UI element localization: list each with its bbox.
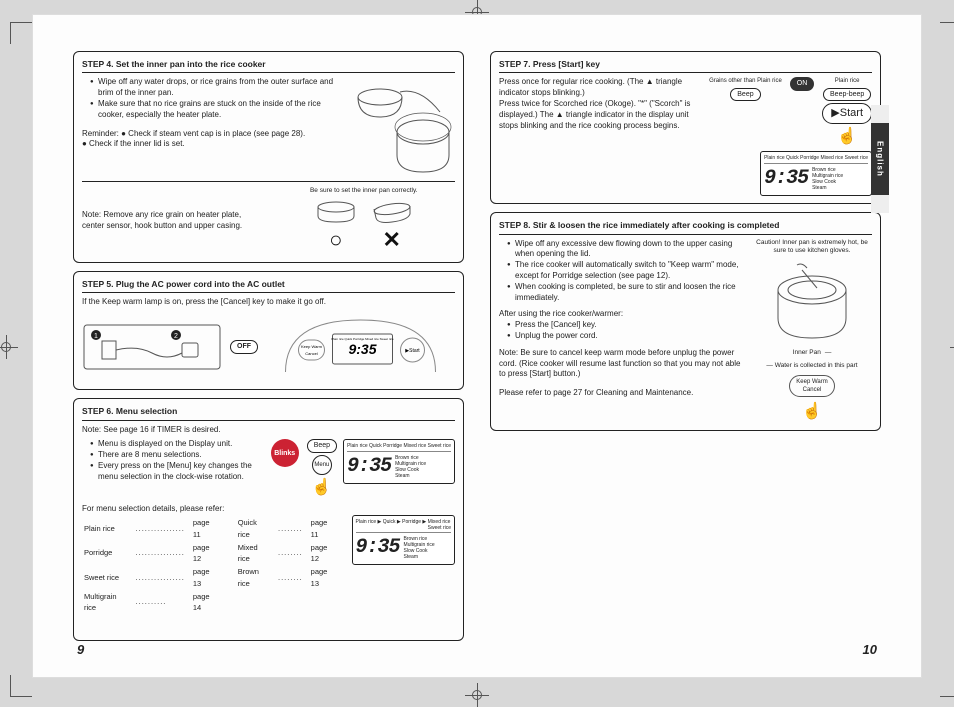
language-tab: English xyxy=(871,123,889,195)
step4-note: Note: Remove any rice grain on heater pl… xyxy=(82,210,265,232)
step8-b2: The rice cooker will automatically switc… xyxy=(507,260,744,282)
svg-text:2: 2 xyxy=(174,333,178,340)
step4-b1: Wipe off any water drops, or rice grains… xyxy=(90,77,337,99)
step6-b2: There are 8 menu selections. xyxy=(90,450,263,461)
step8-note: Note: Be sure to cancel keep warm mode b… xyxy=(499,348,744,380)
step8-ref27: Please refer to page 27 for Cleaning and… xyxy=(499,388,744,399)
start-button: ▶Start xyxy=(822,103,872,124)
step4-title: STEP 4. Set the inner pan into the rice … xyxy=(82,59,455,73)
finger-icon: ☝ xyxy=(802,401,822,423)
beepbeep-pill: Beep-beep xyxy=(823,88,871,101)
stir-rice-illustration xyxy=(762,260,862,345)
step-5: STEP 5. Plug the AC power cord into the … xyxy=(73,271,464,390)
beep-pill: Beep xyxy=(730,88,760,101)
finger-icon: ☝ xyxy=(837,126,857,148)
step8-after: After using the rice cooker/warmer: xyxy=(499,309,744,320)
step8-b1: Wipe off any excessive dew flowing down … xyxy=(507,239,744,261)
svg-text:1: 1 xyxy=(94,333,98,340)
on-pill: ON xyxy=(790,77,815,90)
step4-bullets: Wipe off any water drops, or rice grains… xyxy=(82,77,337,120)
blinks-badge: Blinks xyxy=(271,439,299,467)
step6-ref: For menu selection details, please refer… xyxy=(82,504,455,515)
step4-b2: Make sure that no rice grains are stuck … xyxy=(90,99,337,121)
lcd-display-2: Plain rice ▶ Quick ▶ Porridge ▶ Mixed ri… xyxy=(352,515,455,565)
step-8: STEP 8. Stir & loosen the rice immediate… xyxy=(490,212,881,430)
keep-warm-cancel-button: Keep WarmCancel xyxy=(789,375,834,397)
water-label: Water is collected in this part xyxy=(775,362,858,369)
step6-b1: Menu is displayed on the Display unit. xyxy=(90,439,263,450)
step6-b3: Every press on the [Menu] key changes th… xyxy=(90,461,263,483)
beep-label: Beep xyxy=(307,439,337,452)
step-4: STEP 4. Set the inner pan into the rice … xyxy=(73,51,464,263)
page-number-right: 10 xyxy=(863,642,877,657)
finger-icon: ☝ xyxy=(312,477,332,499)
step8-b3: When cooking is completed, be sure to st… xyxy=(507,282,744,304)
step5-text: If the Keep warm lamp is on, press the [… xyxy=(82,297,455,308)
page-number-left: 9 xyxy=(77,642,84,657)
rice-cooker-illustration xyxy=(345,77,455,177)
step8-b4: Press the [Cancel] key. xyxy=(507,320,744,331)
page-left: STEP 4. Set the inner pan into the rice … xyxy=(73,51,464,641)
svg-text:Plain rice Quick Porridge Mixe: Plain rice Quick Porridge Mixed rice Swe… xyxy=(331,337,394,341)
pan-wrong-icon xyxy=(372,200,412,224)
step-6: STEP 6. Menu selection Note: See page 16… xyxy=(73,398,464,641)
off-label: OFF xyxy=(230,340,258,353)
step4-reminder: Reminder: ● Check if steam vent cap is i… xyxy=(82,129,337,151)
step7-title: STEP 7. Press [Start] key xyxy=(499,59,872,73)
step5-title: STEP 5. Plug the AC power cord into the … xyxy=(82,279,455,293)
step7-cap1: Grains other than Plain rice xyxy=(709,77,782,85)
step7-cap2: Plain rice xyxy=(835,77,860,85)
step6-note: Note: See page 16 if TIMER is desired. xyxy=(82,425,455,436)
menu-button: Menu xyxy=(312,455,332,475)
control-panel-illustration: Keep Warm Cancel 9:35 Plain rice Quick Po… xyxy=(266,312,455,382)
correct-symbol: ○ xyxy=(329,225,342,255)
step8-b5: Unplug the power cord. xyxy=(507,331,744,342)
page-right: STEP 7. Press [Start] key Press once for… xyxy=(490,51,881,641)
svg-text:▶Start: ▶Start xyxy=(405,348,420,354)
manual-spread: English STEP 4. Set the inner pan into t… xyxy=(32,14,922,678)
svg-text:Keep Warm: Keep Warm xyxy=(301,344,323,349)
step7-text: Press once for regular rice cooking. (Th… xyxy=(499,77,701,131)
step-7: STEP 7. Press [Start] key Press once for… xyxy=(490,51,881,204)
svg-text:Cancel: Cancel xyxy=(305,351,318,356)
inner-pan-label: Inner Pan xyxy=(793,349,821,358)
step4-correct: Be sure to set the inner pan correctly. xyxy=(273,187,456,196)
plug-illustration: 1 2 xyxy=(82,323,222,371)
lcd-display-1: Plain rice Quick Porridge Mixed rice Swe… xyxy=(343,439,455,484)
menu-ref-table: Plain rice................page 11Quick r… xyxy=(82,515,344,615)
step8-title: STEP 8. Stir & loosen the rice immediate… xyxy=(499,220,872,234)
step6-title: STEP 6. Menu selection xyxy=(82,406,455,420)
lcd-display-3: Plain rice Quick Porridge Mixed rice Swe… xyxy=(760,151,872,196)
pan-correct-icon xyxy=(316,200,356,224)
svg-text:9:35: 9:35 xyxy=(348,341,376,357)
caution-text: Caution! Inner pan is extremely hot, be … xyxy=(752,239,872,257)
wrong-symbol: ✕ xyxy=(383,225,401,255)
